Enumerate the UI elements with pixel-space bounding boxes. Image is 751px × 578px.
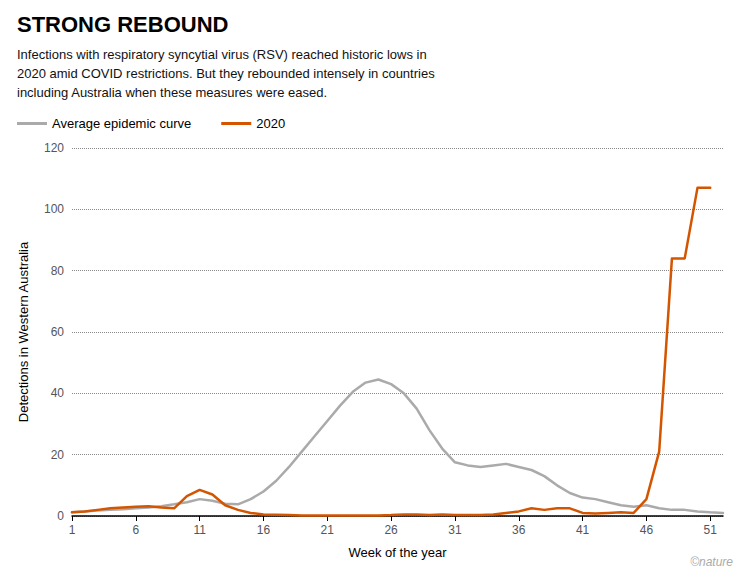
svg-text:©nature: ©nature (690, 555, 733, 569)
svg-text:2020: 2020 (256, 116, 285, 131)
svg-text:60: 60 (51, 325, 65, 339)
svg-text:20: 20 (51, 448, 65, 462)
svg-text:6: 6 (132, 523, 139, 537)
svg-text:0: 0 (57, 509, 64, 523)
svg-text:Week of the year: Week of the year (348, 545, 447, 560)
svg-text:11: 11 (193, 523, 206, 537)
svg-text:2020 amid COVID restrictions.: 2020 amid COVID restrictions. But they r… (17, 66, 435, 81)
svg-text:16: 16 (257, 523, 271, 537)
svg-text:Detections in Western Australi: Detections in Western Australia (16, 241, 31, 422)
svg-text:40: 40 (51, 386, 65, 400)
svg-text:51: 51 (704, 523, 718, 537)
svg-text:including Australia when these: including Australia when these measures … (17, 85, 327, 100)
svg-text:41: 41 (576, 523, 590, 537)
svg-text:26: 26 (384, 523, 398, 537)
svg-text:46: 46 (640, 523, 654, 537)
svg-text:31: 31 (448, 523, 462, 537)
svg-text:120: 120 (44, 141, 64, 155)
svg-text:Infections with respiratory sy: Infections with respiratory syncytial vi… (17, 47, 427, 62)
svg-text:1: 1 (69, 523, 76, 537)
svg-text:21: 21 (321, 523, 335, 537)
svg-text:Average epidemic curve: Average epidemic curve (52, 116, 191, 131)
svg-text:STRONG REBOUND: STRONG REBOUND (17, 12, 228, 37)
svg-text:36: 36 (512, 523, 526, 537)
svg-text:80: 80 (51, 264, 65, 278)
svg-text:100: 100 (44, 202, 64, 216)
